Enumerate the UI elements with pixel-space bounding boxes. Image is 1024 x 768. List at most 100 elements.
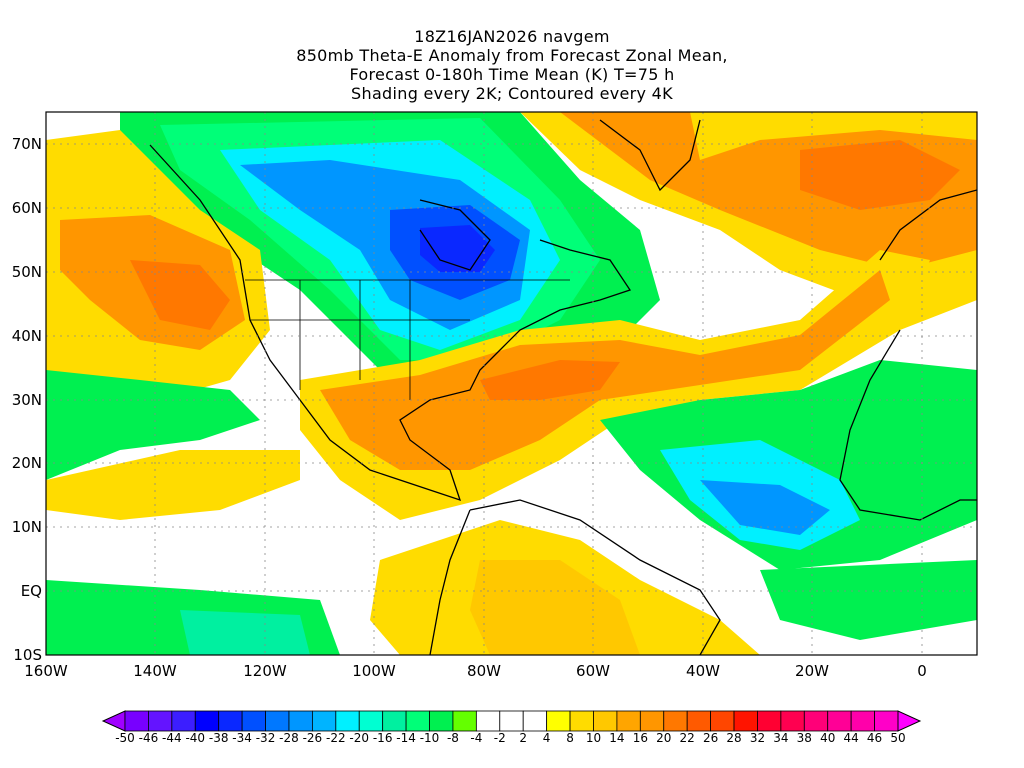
colorbar-swatch [452,710,477,732]
colorbar-swatch [475,710,501,732]
colorbar-label: 50 [890,731,906,745]
colorbar-swatch [710,710,735,732]
colorbar-arrow-high [897,710,922,732]
colorbar-label: -8 [446,731,459,745]
colorbar-label: 32 [749,731,766,745]
colorbar-swatch [616,710,641,732]
coastline-europe [879,189,977,261]
colorbar-label: -26 [302,731,323,745]
lat-label: 20N [11,454,42,472]
shading-darkorange-pacific [130,260,230,330]
colorbar-label: 26 [702,731,719,745]
lon-label: 120W [243,662,287,680]
colorbar-swatch [148,710,173,732]
colorbar-swatch [358,710,384,732]
colorbar-swatch [171,710,196,732]
colorbar-label: -40 [185,731,206,745]
colorbar-label: 20 [656,731,672,745]
colorbar-swatch [194,710,220,732]
colorbar-swatch [686,710,712,732]
shading-cyan-south-pacific [180,610,310,655]
plot-frame [45,111,978,656]
colorbar-label: -28 [279,731,299,745]
colorbar-label: -4 [470,731,483,745]
lat-label: 60N [11,199,42,217]
gridlines [46,112,977,655]
title-line-1: 18Z16JAN2026 navgem [414,27,610,46]
colorbar-label: -22 [326,731,346,745]
us-borders [245,279,570,400]
colorbar-label: -14 [396,731,416,745]
colorbar-swatch [311,710,337,732]
colorbar-swatch [733,710,758,732]
shading-green-pacific [46,370,260,480]
title-line-2: 850mb Theta-E Anomaly from Forecast Zona… [296,46,728,65]
shading-darkorange-ne-atlantic [800,140,960,210]
colorbar-swatch [757,710,782,732]
colorbar-label: 44 [843,731,859,745]
lon-label: 0 [917,662,927,680]
colorbar-swatch [780,710,805,732]
colorbar-label: 28 [726,731,742,745]
colorbar-label: -2 [493,731,506,745]
colorbar-swatch [663,710,688,732]
lat-label: 10S [13,646,42,664]
colorbar-swatch [335,710,360,732]
lat-label: 30N [11,391,42,409]
colorbar-swatch [827,710,852,732]
lon-label: 80W [467,662,501,680]
lon-label: 20W [795,662,829,680]
anomaly-shading [46,112,977,655]
colorbar-label: -20 [349,731,370,745]
colorbar-swatch [405,710,430,732]
coastline-north-america [149,144,632,502]
colorbar-swatch [850,710,875,732]
title-line-4: Shading every 2K; Contoured every 4K [351,84,673,103]
colorbar-swatch [265,710,290,732]
colorbar-swatch [499,710,524,732]
coastlines [149,119,977,655]
colorbar-label: -44 [162,731,182,745]
colorbar-label: 40 [820,731,836,745]
colorbar-label: 46 [866,731,883,745]
colorbar-swatch [593,710,618,732]
colorbar-swatch [124,710,149,732]
shading-darkorange-band [480,360,620,400]
colorbar-label: 4 [542,731,551,745]
lon-label: 100W [352,662,396,680]
colorbar-swatch [241,710,266,732]
shading-yellow-subtropics [46,450,300,520]
colorbar-label: -34 [232,731,252,745]
colorbar-swatch [522,710,548,732]
lon-label: 60W [576,662,610,680]
colorbar-label: 38 [796,731,812,745]
colorbar-swatch [569,710,594,732]
coastline-africa [839,329,977,521]
colorbar-arrow-low [101,710,126,732]
colorbar-label: 8 [566,731,574,745]
colorbar-label: -38 [208,731,229,745]
colorbar-swatch [218,710,243,732]
colorbar-swatch [874,710,899,732]
shading-green-east [760,560,977,640]
colorbar-label: -16 [372,731,393,745]
lat-label: 50N [11,263,42,281]
coastline-south-america [429,499,721,655]
colorbar-label: 14 [609,731,625,745]
lon-label: 140W [133,662,177,680]
coastline-greenland [599,119,701,192]
colorbar-label: 10 [585,731,602,745]
lon-label: 160W [24,662,68,680]
colorbar-label: 2 [519,731,528,745]
colorbar-swatch [546,710,571,732]
lat-label: 10N [11,518,42,536]
colorbar-label: -32 [255,731,276,745]
shading-orange-south-america [470,560,640,655]
lon-label: 40W [686,662,720,680]
colorbar-label: -50 [115,731,135,745]
colorbar-label: 22 [679,731,695,745]
colorbar-swatch [288,710,313,732]
